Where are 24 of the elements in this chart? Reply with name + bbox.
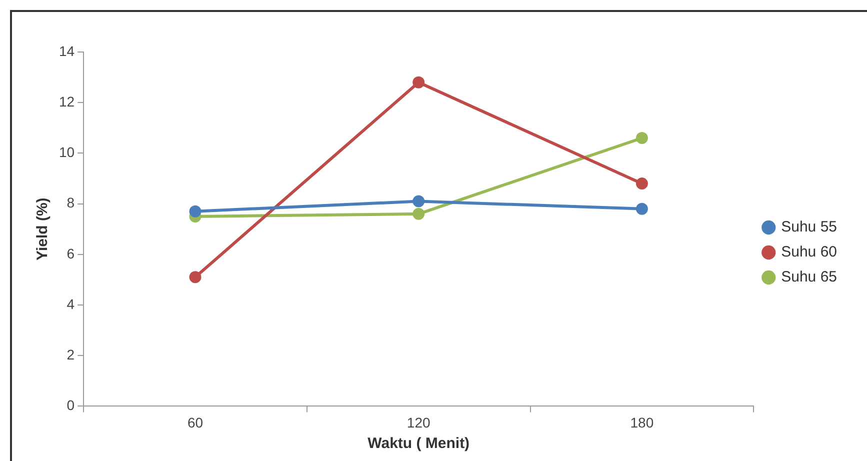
x-tick-label: 120: [406, 414, 430, 430]
y-axis-title: Yield (%): [34, 198, 52, 260]
point: [412, 208, 425, 220]
point: [636, 202, 648, 215]
x-tick-label: 180: [630, 414, 654, 430]
point: [189, 271, 202, 284]
legend-label: Suhu 55: [781, 218, 838, 236]
legend-label: Suhu 65: [781, 268, 838, 286]
legend-label: Suhu 60: [781, 244, 838, 261]
point: [189, 205, 202, 218]
x-tick-label: 60: [187, 414, 204, 430]
y-tick-label: 14: [58, 42, 75, 59]
y-tick-label: 6: [66, 245, 75, 262]
point: [636, 132, 648, 144]
point: [412, 195, 425, 208]
y-tick-label: 4: [66, 296, 75, 312]
y-tick-label: 8: [66, 194, 75, 211]
point: [636, 178, 648, 190]
x-axis-title: Waktu ( Menit): [368, 435, 470, 452]
point: [412, 76, 425, 88]
y-tick-label: 10: [58, 144, 75, 160]
y-tick-label: 2: [66, 346, 75, 362]
y-tick-label: 12: [58, 93, 75, 110]
y-tick-label: 0: [66, 397, 75, 414]
